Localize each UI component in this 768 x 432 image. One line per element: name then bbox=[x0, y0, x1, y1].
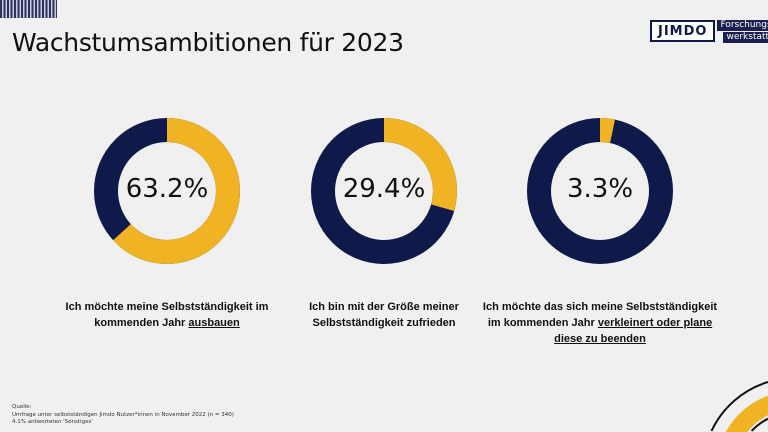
donut-segment bbox=[527, 118, 673, 264]
jimdo-logo: JIMDO Forschungs werkstatt bbox=[650, 20, 768, 43]
chart-caption: Ich bin mit der Größe meiner Selbstständ… bbox=[264, 299, 504, 331]
source-note: Quelle: Umfrage unter selbstständigen Ji… bbox=[12, 404, 234, 427]
caption-emphasis: ausbauen bbox=[188, 317, 240, 329]
percent-label: 3.3% bbox=[566, 174, 634, 204]
percent-label: 29.4% bbox=[342, 174, 426, 204]
caption-text: Ich möchte das sich meine Selbstständigk… bbox=[482, 301, 718, 329]
logo-line-1: Forschungs bbox=[717, 20, 768, 31]
source-text: Umfrage unter selbstständigen Jimdo Nutz… bbox=[12, 411, 234, 418]
outer-arc bbox=[710, 381, 768, 432]
logo-line-2: werkstatt bbox=[723, 32, 768, 43]
chart-caption: Ich möchte das sich meine Selbstständigk… bbox=[480, 299, 720, 347]
yellow-band bbox=[725, 395, 768, 432]
page-title: Wachstumsambitionen für 2023 bbox=[12, 28, 404, 57]
donut-segment bbox=[94, 118, 240, 264]
chart-caption: Ich möchte meine Selbstständigkeit im ko… bbox=[47, 299, 287, 331]
source-label: Quelle: bbox=[12, 404, 32, 410]
caption-text: Ich möchte meine Selbstständigkeit im ko… bbox=[65, 301, 269, 329]
caption-text: Ich bin mit der Größe meiner Selbstständ… bbox=[309, 301, 459, 329]
logo-brand: JIMDO bbox=[650, 20, 716, 42]
source-other: 4.1% antworteten 'Sonstiges' bbox=[12, 419, 93, 425]
decorative-stripes bbox=[0, 0, 57, 18]
donut-chart: 63.2% bbox=[94, 118, 240, 264]
percent-label: 63.2% bbox=[125, 174, 209, 204]
donut-chart: 3.3% bbox=[527, 118, 673, 264]
caption-emphasis: verkleinert oder plane diese zu beenden bbox=[554, 317, 713, 345]
donut-segment bbox=[311, 118, 457, 264]
donut-chart: 29.4% bbox=[311, 118, 457, 264]
